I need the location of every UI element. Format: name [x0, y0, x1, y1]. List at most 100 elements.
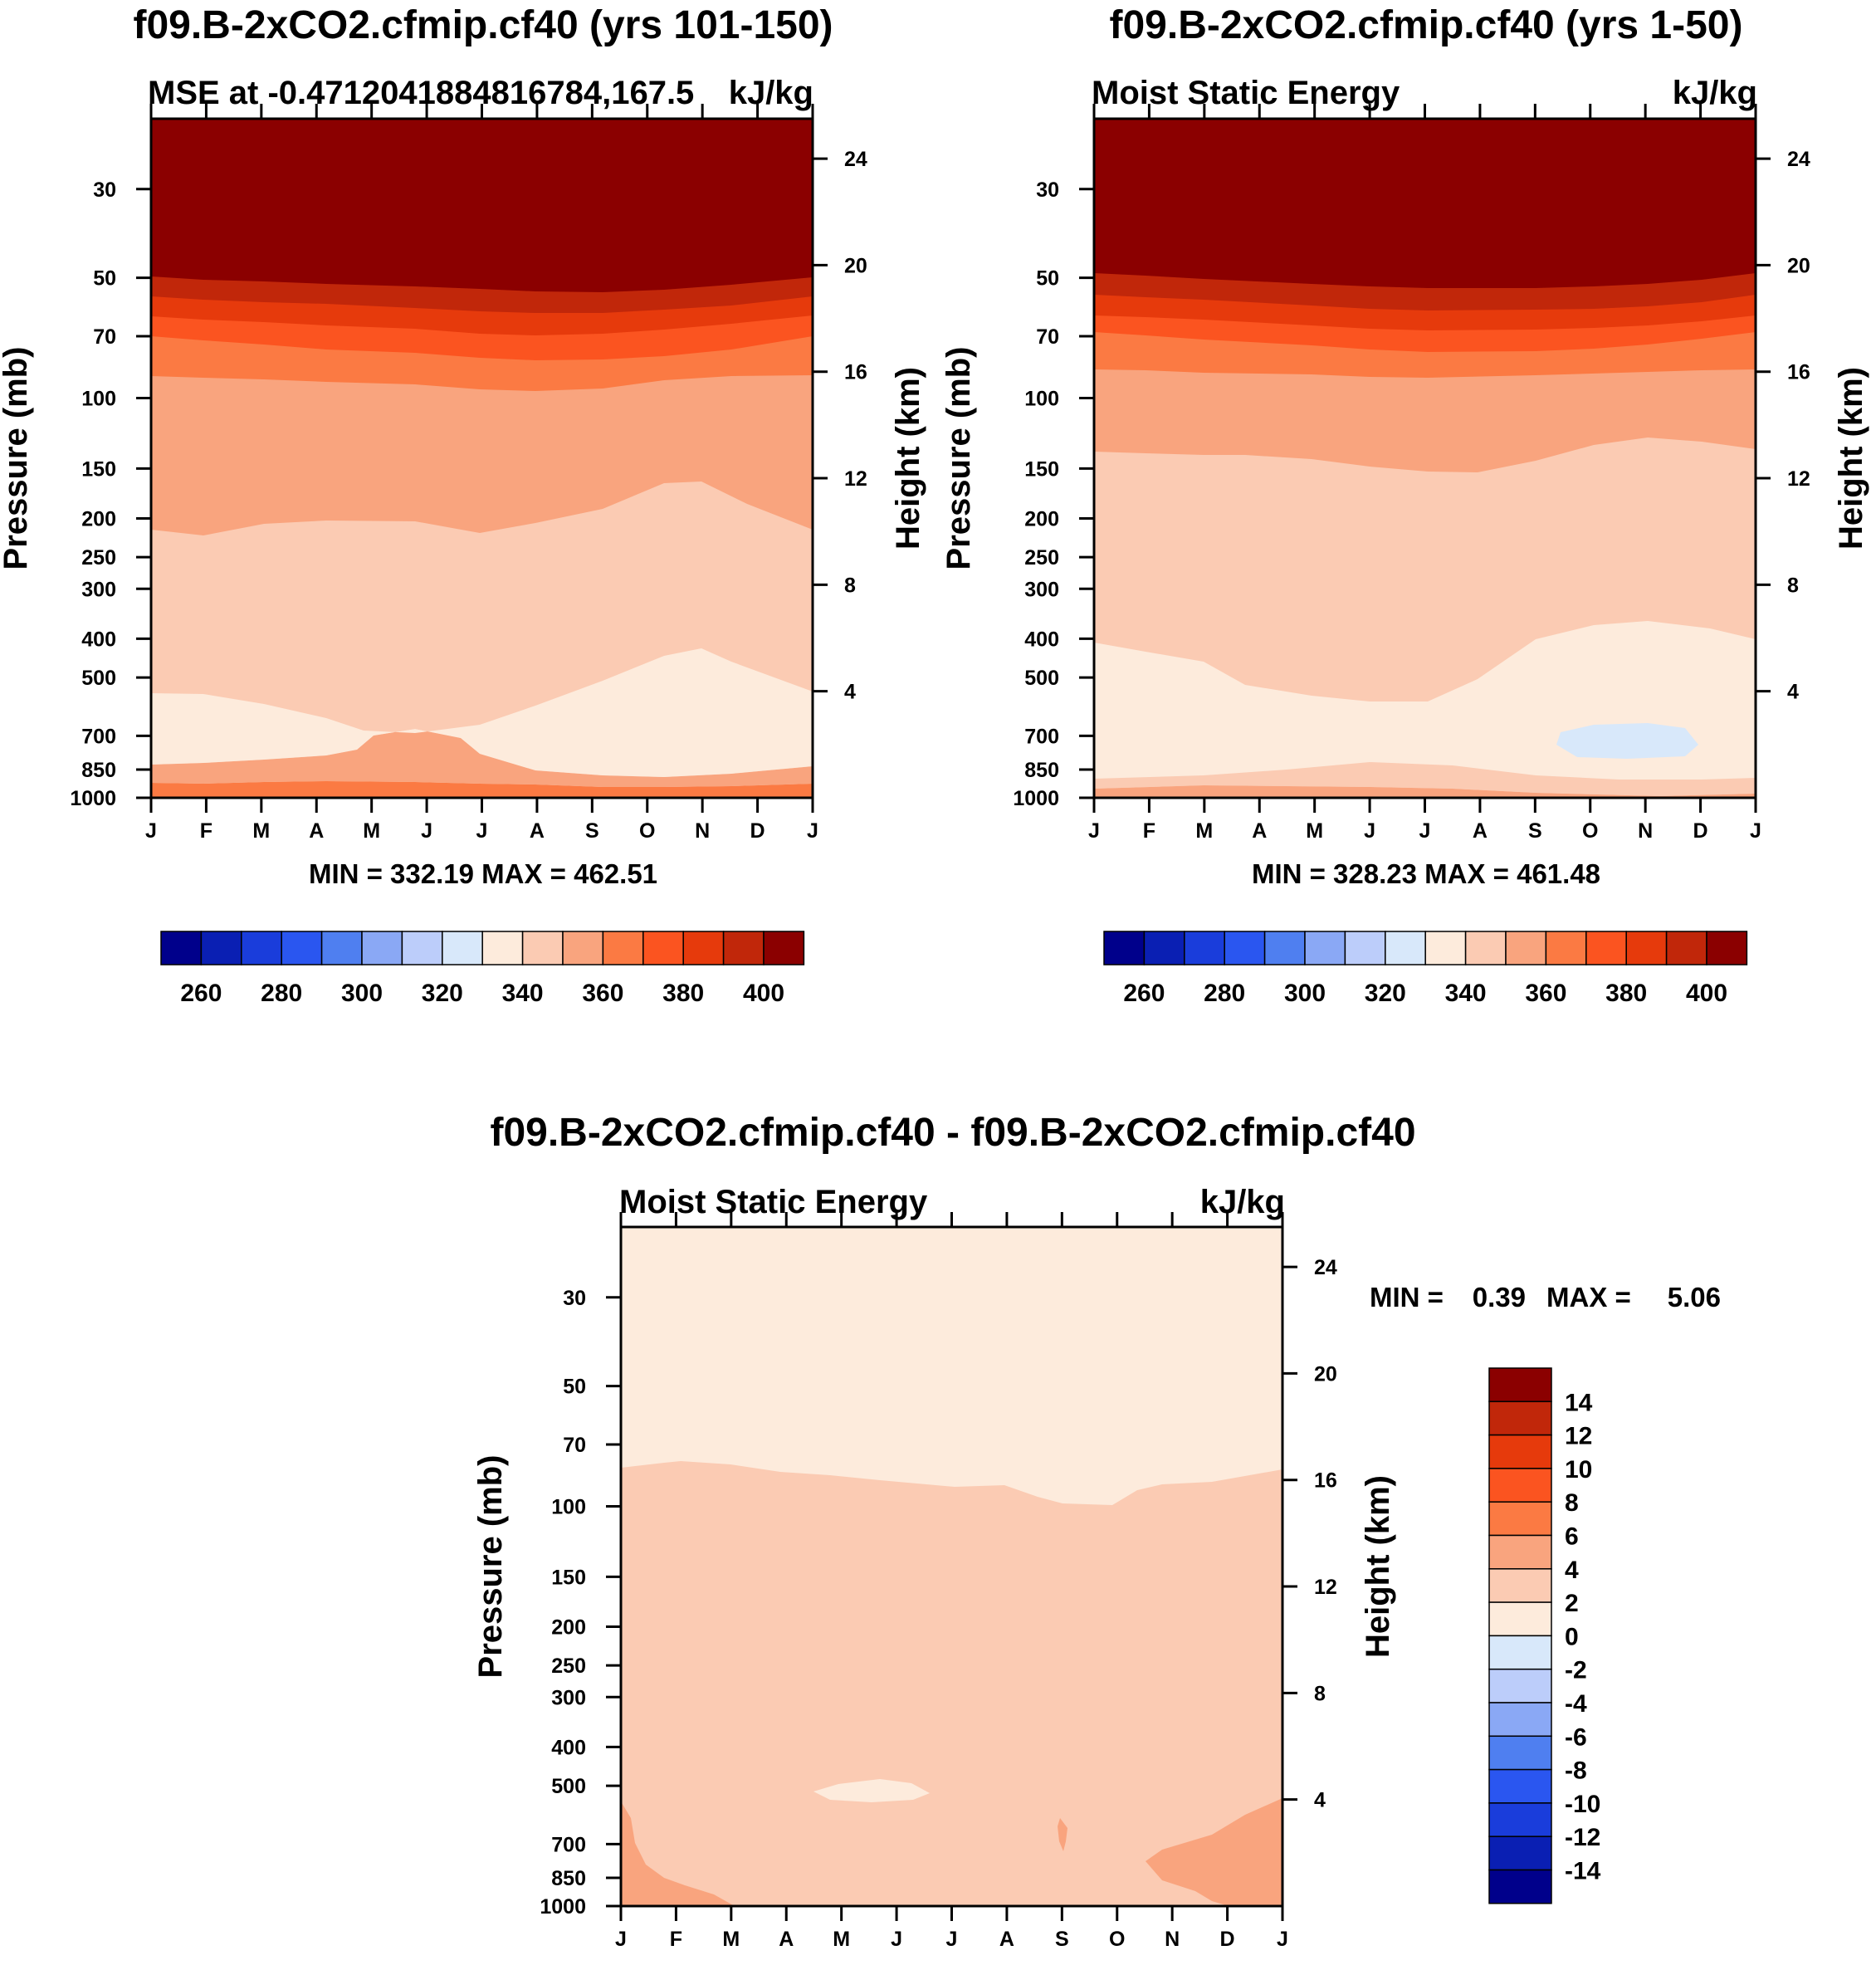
x-tick-label: S	[1528, 819, 1542, 843]
y-tick-label: 300	[551, 1686, 586, 1709]
x-tick-label: D	[750, 819, 765, 843]
colorbar: 14 12 10 8 6 4 2 0 -2 -4 -6 -8 -10 -12 -14	[1488, 1367, 1601, 1904]
x-tick-label: J	[1088, 819, 1100, 843]
y-tick-label: 100	[1024, 388, 1059, 411]
x-tick-label: J	[476, 819, 488, 843]
colorbar-swatch	[1488, 1768, 1552, 1804]
colorbar-swatch	[1706, 931, 1748, 965]
colorbar-label: 320	[1365, 980, 1406, 1007]
colorbar-label: 300	[341, 980, 383, 1007]
colorbar: 260 280 300 320 340 360 380 400	[160, 931, 805, 1007]
colorbar-swatch	[1488, 1568, 1552, 1603]
x-tick-label: N	[1165, 1928, 1180, 1951]
contour-band	[151, 729, 813, 787]
panel-yrs-1-50: f09.B-2xCO2.cfmip.cf40 (yrs 1-50) Moist …	[940, 3, 1869, 1007]
colorbar-label: 14	[1565, 1389, 1593, 1416]
colorbar-swatch	[763, 931, 805, 965]
colorbar-swatch	[1488, 1400, 1552, 1436]
colorbar-swatch	[1184, 931, 1225, 965]
x-tick-label: F	[670, 1928, 682, 1951]
contour-field	[151, 119, 813, 798]
colorbar-label: 400	[743, 980, 784, 1007]
panel-subtitle-left: Moist Static Energy	[619, 1184, 928, 1220]
y-tick-right-label: 12	[844, 467, 867, 491]
colorbar-label: 4	[1565, 1557, 1579, 1584]
y-axis-right: 24 20 16 12 8 4	[1756, 148, 1810, 704]
y-tick-label: 200	[1024, 507, 1059, 530]
colorbar-swatch	[1224, 931, 1266, 965]
contour-band	[151, 119, 813, 292]
y-tick-label: 500	[1024, 667, 1059, 690]
y-tick-label: 250	[81, 546, 116, 569]
y-axis-label: Pressure (mb)	[940, 347, 977, 570]
x-tick-label: D	[1693, 819, 1708, 843]
colorbar-swatch	[320, 931, 363, 965]
y-axis-left: 30 50 70 100 150 200 250 300 400 500 700 850 1000	[70, 178, 151, 810]
x-tick-label: A	[530, 819, 545, 843]
y-tick-label: 70	[1036, 325, 1059, 349]
y-tick-right-label: 24	[1314, 1256, 1337, 1279]
y-tick-right-label: 12	[1314, 1576, 1337, 1599]
colorbar-label: 380	[1605, 980, 1647, 1007]
y-tick-label: 30	[93, 178, 116, 202]
contour-band	[1094, 119, 1756, 288]
colorbar-label: -14	[1565, 1858, 1601, 1885]
y-tick-label: 150	[551, 1566, 586, 1589]
x-tick-label: A	[1473, 819, 1488, 843]
y-tick-label: 850	[551, 1867, 586, 1890]
colorbar-swatch	[1488, 1534, 1552, 1570]
y-tick-label: 30	[563, 1287, 586, 1310]
colorbar-label: 8	[1565, 1489, 1579, 1517]
panel-subtitle-left: Moist Static Energy	[1092, 75, 1400, 111]
colorbar-label: 2	[1565, 1590, 1579, 1617]
x-tick-label: J	[615, 1928, 627, 1951]
y-tick-label: 850	[1024, 759, 1059, 782]
colorbar-label: 340	[1445, 980, 1487, 1007]
x-tick-label: J	[807, 819, 818, 843]
colorbar-swatch	[1545, 931, 1587, 965]
colorbar: 260 280 300 320 340 360 380 400	[1103, 931, 1748, 1007]
y-tick-label: 200	[551, 1616, 586, 1639]
x-tick-label: J	[1419, 819, 1431, 843]
colorbar-swatch	[602, 931, 644, 965]
y-tick-label: 400	[551, 1736, 586, 1759]
y-tick-label: 150	[1024, 457, 1059, 481]
colorbar-swatch	[1304, 931, 1346, 965]
contour-band	[813, 1779, 930, 1802]
x-tick-label: M	[363, 819, 380, 843]
colorbar-swatch	[642, 931, 684, 965]
x-tick-label: J	[946, 1928, 958, 1951]
y-axis-label: Pressure (mb)	[0, 347, 34, 570]
colorbar-label: 360	[582, 980, 623, 1007]
y-tick-label: 250	[551, 1655, 586, 1678]
contour-field	[621, 1227, 1282, 1906]
colorbar-swatch	[1488, 1869, 1552, 1904]
colorbar-label: -4	[1565, 1690, 1587, 1718]
colorbar-label: -12	[1565, 1824, 1600, 1851]
y-tick-right-label: 24	[844, 148, 867, 171]
max-label: MAX =	[1546, 1282, 1631, 1312]
colorbar-swatch	[200, 931, 242, 965]
x-tick-label: A	[309, 819, 324, 843]
colorbar-swatch	[1488, 1501, 1552, 1537]
colorbar-swatch	[1488, 1735, 1552, 1771]
contour-band	[1058, 1818, 1067, 1851]
colorbar-label: 6	[1565, 1523, 1579, 1551]
x-tick-label: A	[779, 1928, 794, 1951]
colorbar-swatch	[1143, 931, 1185, 965]
y-tick-right-label: 4	[1787, 681, 1799, 704]
colorbar-swatch	[1103, 931, 1146, 965]
x-tick-label: A	[1252, 819, 1267, 843]
y-tick-right-label: 20	[1314, 1362, 1337, 1386]
y-axis-left: 30 50 70 100 150 200 250 300 400 500 700 850 1000	[540, 1287, 621, 1919]
colorbar-label: -2	[1565, 1657, 1587, 1684]
colorbar-label: 10	[1565, 1456, 1592, 1484]
colorbar-swatch	[562, 931, 604, 965]
x-tick-label: N	[695, 819, 710, 843]
y-tick-right-label: 24	[1787, 148, 1810, 171]
colorbar-label: 280	[261, 980, 302, 1007]
min-label: MIN =	[1370, 1282, 1444, 1312]
y-tick-label: 200	[81, 507, 116, 530]
x-tick-label: J	[145, 819, 157, 843]
